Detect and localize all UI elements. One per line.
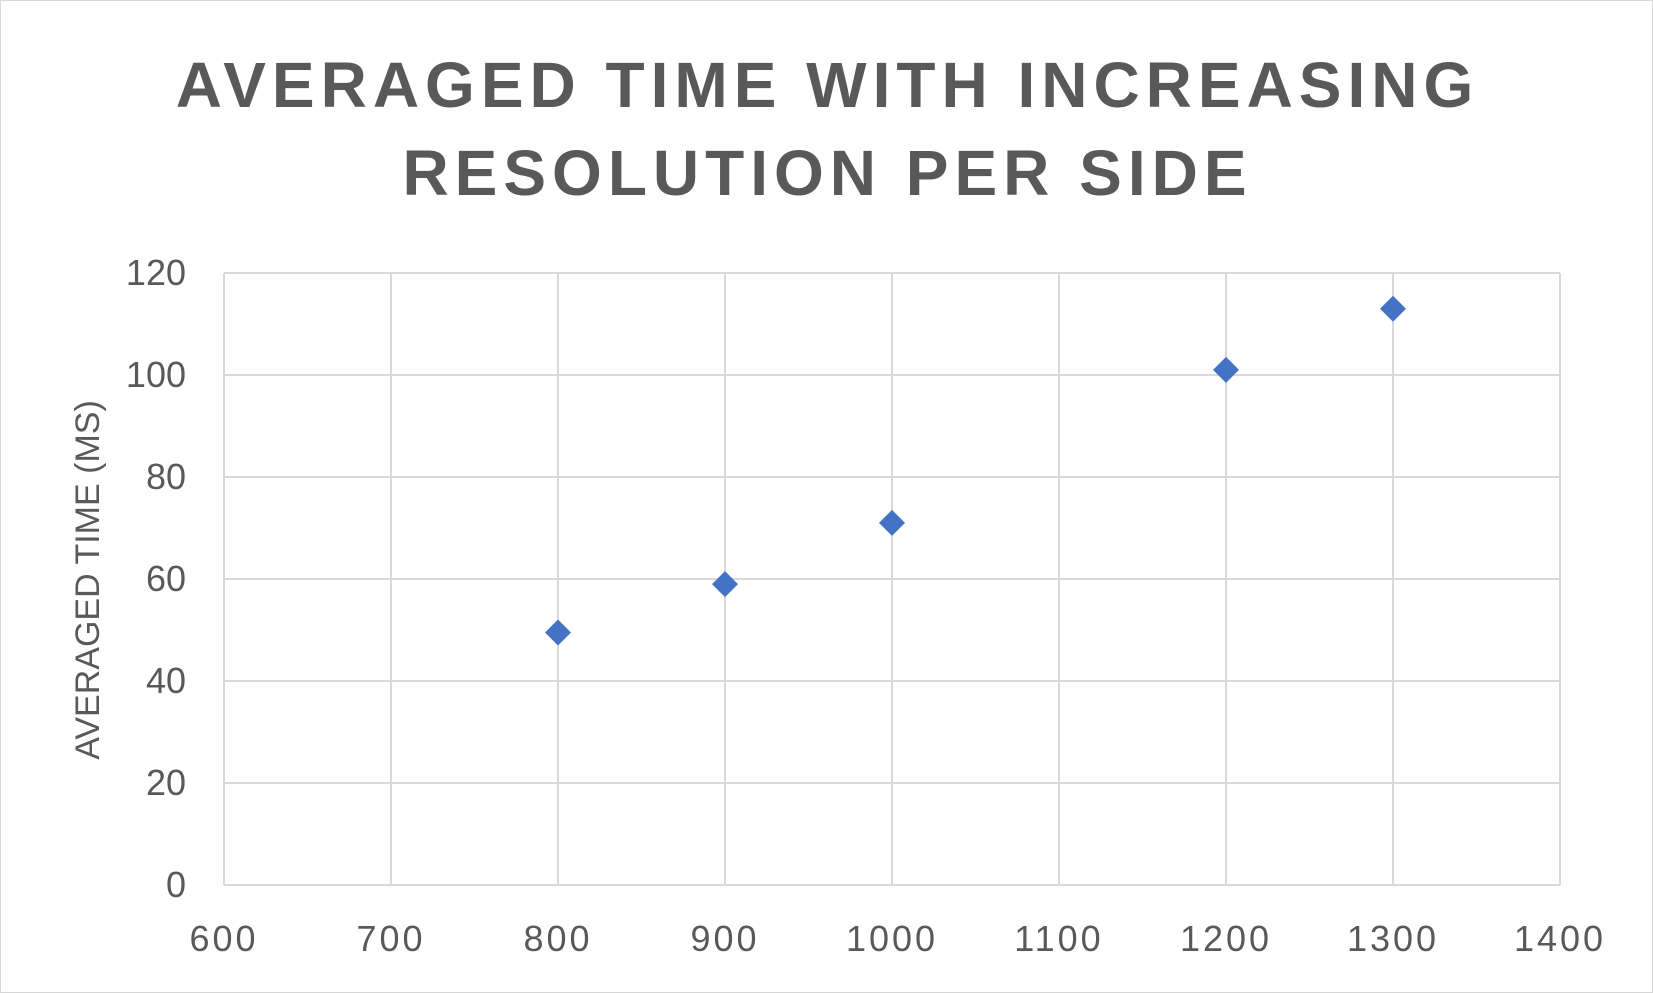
x-tick-label: 800 bbox=[523, 918, 592, 959]
y-tick-label: 100 bbox=[126, 354, 186, 395]
chart-title: AVERAGED TIME WITH INCREASING RESOLUTION… bbox=[1, 41, 1653, 217]
chart-title-line-2: RESOLUTION PER SIDE bbox=[402, 137, 1253, 209]
x-tick-label: 1100 bbox=[1014, 918, 1103, 959]
y-tick-label: 60 bbox=[146, 558, 186, 599]
x-tick-label: 700 bbox=[356, 918, 425, 959]
grid-lines bbox=[223, 272, 1561, 886]
x-tick-label: 1400 bbox=[1514, 918, 1606, 959]
y-tick-label: 40 bbox=[146, 660, 186, 701]
x-tick-label: 1200 bbox=[1180, 918, 1272, 959]
data-point-marker bbox=[545, 619, 571, 646]
y-tick-label: 0 bbox=[166, 864, 186, 905]
x-tick-label: 900 bbox=[690, 918, 759, 959]
x-axis-tick-labels: 600 700 800 900 1000 1100 1200 1300 1400 bbox=[189, 918, 1606, 959]
y-tick-label: 80 bbox=[146, 456, 186, 497]
data-point-marker bbox=[1213, 356, 1239, 383]
x-tick-label: 1300 bbox=[1347, 918, 1439, 959]
x-tick-label: 1000 bbox=[846, 918, 938, 959]
data-point-marker bbox=[879, 509, 905, 536]
data-point-marker bbox=[1380, 295, 1406, 322]
data-points bbox=[545, 295, 1406, 646]
y-axis-title: AVERAGED TIME (MS) bbox=[69, 400, 107, 760]
chart-title-line-1: AVERAGED TIME WITH INCREASING bbox=[175, 49, 1480, 121]
y-tick-label: 120 bbox=[126, 252, 186, 293]
x-tick-label: 600 bbox=[189, 918, 258, 959]
y-tick-label: 20 bbox=[146, 762, 186, 803]
data-point-marker bbox=[712, 571, 738, 598]
y-axis-tick-labels: 0 20 40 60 80 100 120 bbox=[126, 252, 186, 905]
